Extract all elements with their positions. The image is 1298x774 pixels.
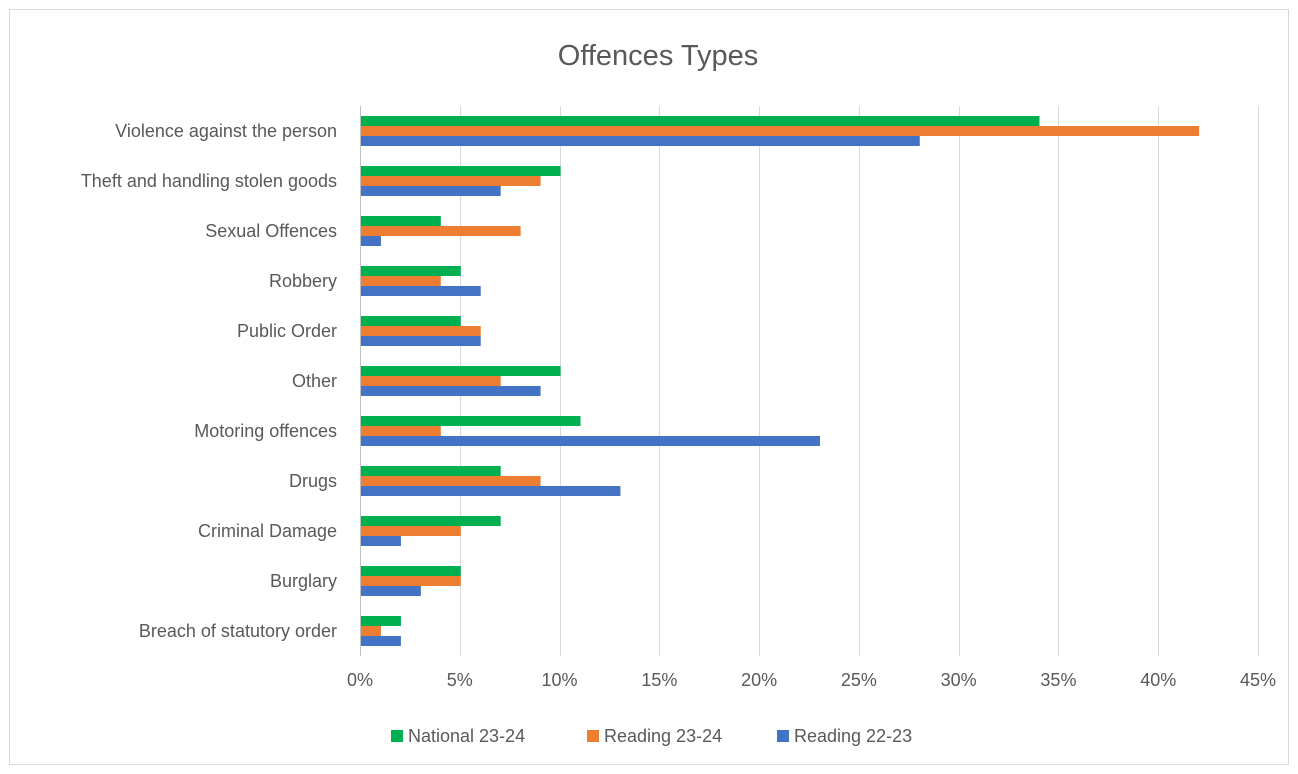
bar [361,386,541,396]
category-label: Breach of statutory order [139,621,337,641]
bar [361,376,501,386]
tick-label: 40% [1140,670,1176,690]
bar [361,116,1040,126]
category-label: Robbery [269,271,337,291]
bar [361,486,621,496]
tick-label: 5% [447,670,473,690]
bar [361,476,541,486]
bar [361,176,541,186]
legend-swatch [777,730,789,742]
tick-label: 35% [1040,670,1076,690]
category-label: Public Order [237,321,337,341]
bar [361,136,920,146]
bar [361,336,481,346]
bar [361,266,461,276]
bar [361,626,381,636]
legend-swatch [587,730,599,742]
bar [361,166,561,176]
bar [361,516,501,526]
grid-lines [460,106,1259,656]
bar [361,366,561,376]
bar [361,526,461,536]
tick-label: 15% [641,670,677,690]
category-label: Burglary [270,571,337,591]
bar [361,326,481,336]
bar [361,566,461,576]
bar [361,216,441,226]
bars [361,116,1200,646]
legend: National 23-24 Reading 23-24 Reading 22-23 [391,726,912,746]
category-label: Violence against the person [115,121,337,141]
bar [361,576,461,586]
tick-label: 45% [1240,670,1276,690]
category-label: Drugs [289,471,337,491]
chart-title: Offences Types [558,40,758,72]
bar [361,436,820,446]
legend-swatch [391,730,403,742]
bar [361,126,1200,136]
tick-label: 0% [347,670,373,690]
bar [361,276,441,286]
bar [361,586,421,596]
tick-label: 20% [741,670,777,690]
bar [361,616,401,626]
bar [361,416,581,426]
legend-label: Reading 23-24 [604,726,722,746]
legend-label: Reading 22-23 [794,726,912,746]
category-label: Other [292,371,337,391]
category-label: Sexual Offences [205,221,337,241]
bar [361,186,501,196]
bar [361,426,441,436]
bar [361,226,521,236]
bar [361,636,401,646]
bar [361,536,401,546]
bar [361,316,461,326]
bar [361,236,381,246]
bar [361,466,501,476]
category-label: Theft and handling stolen goods [81,171,337,191]
tick-label: 25% [841,670,877,690]
bar [361,286,481,296]
category-label: Motoring offences [194,421,337,441]
legend-label: National 23-24 [408,726,525,746]
category-labels: Violence against the person Theft and han… [81,121,337,641]
category-label: Criminal Damage [198,521,337,541]
tick-labels: 0% 5% 10% 15% 20% 25% 30% 35% 40% 45% [347,670,1276,690]
tick-label: 30% [941,670,977,690]
tick-label: 10% [542,670,578,690]
